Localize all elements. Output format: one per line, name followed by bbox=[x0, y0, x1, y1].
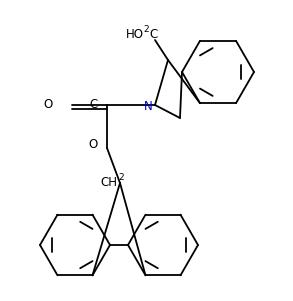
Text: O: O bbox=[88, 138, 98, 151]
Text: N: N bbox=[144, 101, 152, 113]
Text: C: C bbox=[89, 98, 97, 111]
Text: HO: HO bbox=[126, 29, 144, 42]
Text: 2: 2 bbox=[143, 26, 149, 35]
Text: CH: CH bbox=[100, 175, 117, 188]
Text: C: C bbox=[149, 29, 157, 42]
Text: O: O bbox=[43, 98, 53, 111]
Text: 2: 2 bbox=[118, 172, 124, 182]
